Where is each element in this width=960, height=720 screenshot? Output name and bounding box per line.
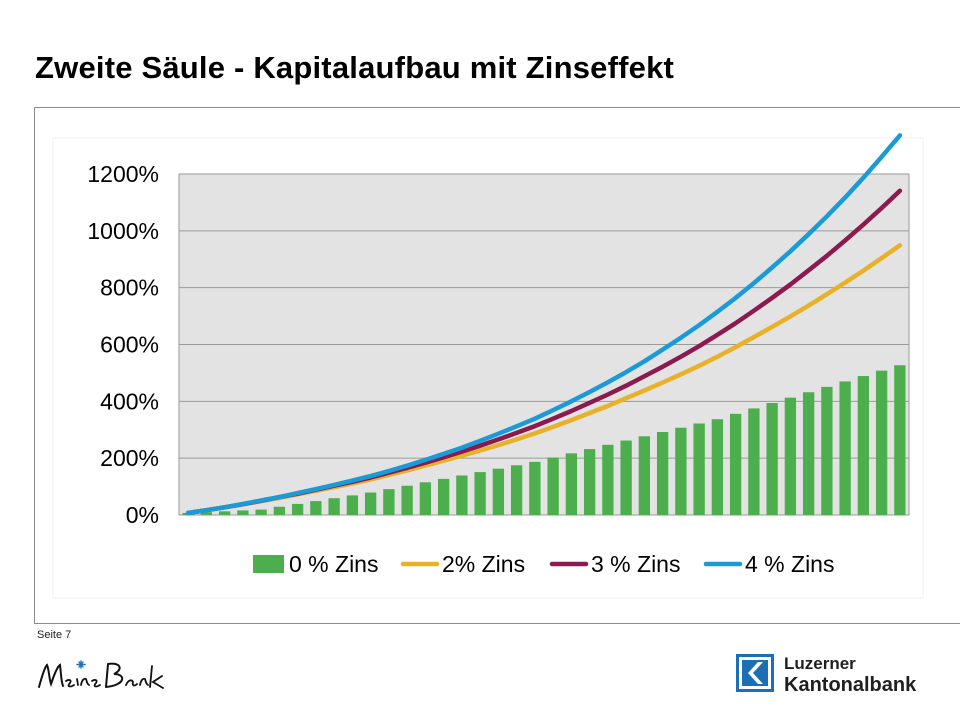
bar-0-zins [857,376,870,515]
y-tick-label: 200% [100,445,159,471]
bar-0-zins [401,485,413,515]
legend-label-4-zins: 4 % Zins [745,551,834,577]
bar-0-zins [766,403,778,515]
bar-0-zins [565,453,578,515]
bar-0-zins [492,468,505,515]
bar-0-zins [693,423,705,515]
bar-0-zins [310,501,322,515]
bar-0-zins [583,449,596,515]
bar-0-zins [839,381,851,515]
bar-0-zins [638,436,651,515]
bar-0-zins [620,440,632,515]
bar-0-zins [821,386,833,515]
series-lines [185,133,903,516]
bank-name: Luzerner Kantonalbank [784,655,916,695]
bank-name-line2: Kantonalbank [784,674,917,696]
bar-0-zins [547,457,559,515]
bar-0-zins [273,506,286,515]
bar-0-zins [437,478,450,515]
bar-0-zins [237,510,249,515]
page-number: Seite 7 [37,629,72,641]
bank-name-line1: Luzerner [784,654,856,673]
bar-0-zins [474,472,486,515]
legend-label-2-zins: 2% Zins [442,551,525,577]
bar-0-zins [328,498,340,515]
legend-label-3-zins: 3 % Zins [591,551,680,577]
bar-0-zins [602,444,614,515]
bar-0-zins [748,408,760,515]
y-tick-label: 800% [100,275,159,301]
y-tick-label: 1000% [87,218,159,244]
bar-0-zins [346,495,359,515]
bar-0-zins [675,427,687,515]
bar-0-zins [802,392,815,515]
bar-0-zins [364,492,377,515]
bar-0-zins [291,503,304,515]
y-tick-label: 400% [100,388,159,414]
bar-0-zins [456,475,468,515]
bars-0-zins [182,365,906,515]
y-tick-labels: 0% 200% 400% 600% 800% 1000% 1200% [87,161,159,528]
meine-bank-signature-logo [38,660,164,689]
bar-0-zins [419,482,432,515]
chart: 0% 200% 400% 600% 800% 1000% 1200% 0 % Zins 2% … [52,133,924,599]
bar-0-zins [656,432,669,515]
bar-0-zins [894,365,906,515]
bar-0-zins [255,509,267,515]
bar-0-zins [510,465,523,515]
bar-0-zins [218,511,231,515]
y-tick-label: 1200% [87,161,159,187]
line-4-zins [185,133,903,516]
bar-0-zins [529,461,541,515]
bar-0-zins [711,419,724,515]
bar-0-zins [200,512,213,515]
bar-0-zins [875,370,888,515]
bar-0-zins [383,489,395,515]
legend: 0 % Zins 2% Zins 3 % Zins 4 % Zins [253,551,834,577]
bar-0-zins [784,397,797,515]
chart-frame: 0% 200% 400% 600% 800% 1000% 1200% 0 % Zins 2% … [34,107,960,624]
y-tick-label: 600% [100,332,159,358]
slide-title: Zweite Säule - Kapitalaufbau mit Zinseff… [35,50,675,85]
luzerner-kantonalbank-logo-icon [736,654,774,692]
legend-label-0-zins: 0 % Zins [289,551,378,577]
legend-marker-0-zins [253,555,284,573]
bar-0-zins [729,413,742,515]
y-tick-label: 0% [126,502,159,528]
